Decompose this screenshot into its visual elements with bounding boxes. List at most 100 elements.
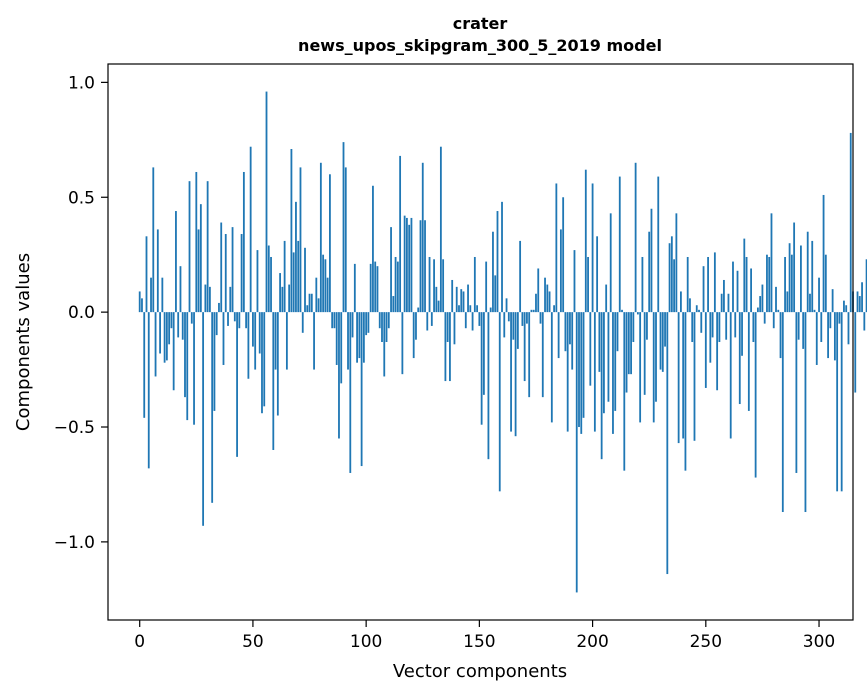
bar xyxy=(532,309,535,313)
bar xyxy=(847,312,850,345)
bar xyxy=(521,312,524,326)
bar xyxy=(433,259,435,313)
x-tick-label: 0 xyxy=(134,632,145,652)
bar xyxy=(756,307,759,313)
bar xyxy=(598,312,601,372)
bar xyxy=(720,293,723,313)
bar xyxy=(177,312,180,338)
bar xyxy=(670,236,673,313)
bar xyxy=(804,312,807,513)
bar xyxy=(596,236,599,313)
bar xyxy=(702,266,705,313)
bar xyxy=(141,298,143,313)
bar xyxy=(238,312,241,329)
bar xyxy=(367,312,370,333)
bar xyxy=(242,171,245,313)
bar xyxy=(652,312,655,423)
bar xyxy=(829,312,832,329)
bar xyxy=(199,204,202,313)
bar xyxy=(319,162,322,313)
bar xyxy=(802,312,805,349)
bar xyxy=(811,240,814,313)
bar xyxy=(501,201,503,313)
bar xyxy=(412,312,415,359)
bar xyxy=(589,312,592,386)
bar xyxy=(229,286,232,313)
bar xyxy=(845,305,848,313)
bar xyxy=(625,312,628,393)
bar xyxy=(143,312,146,418)
bar xyxy=(770,213,773,313)
bar xyxy=(729,312,732,439)
bar xyxy=(428,256,431,313)
bar xyxy=(564,312,567,352)
bar xyxy=(840,312,843,492)
bar xyxy=(145,236,148,313)
bar xyxy=(763,312,766,324)
bar xyxy=(281,286,284,313)
bar xyxy=(335,312,338,365)
bar xyxy=(664,312,666,347)
bar xyxy=(571,312,574,370)
bar xyxy=(451,279,454,313)
bar xyxy=(800,245,802,313)
bar xyxy=(695,305,698,313)
bar xyxy=(505,298,508,313)
bar xyxy=(707,256,709,313)
bar xyxy=(356,312,358,363)
bar xyxy=(507,312,510,322)
bar xyxy=(779,312,782,359)
y-tick-label: 0.0 xyxy=(68,303,95,323)
bar xyxy=(322,254,325,313)
bar xyxy=(163,312,166,363)
bar xyxy=(806,231,809,313)
bar xyxy=(704,312,707,388)
bar xyxy=(636,312,639,315)
bar xyxy=(471,312,474,331)
bar xyxy=(482,312,485,395)
bar xyxy=(215,312,218,336)
bar xyxy=(227,312,229,326)
bar xyxy=(833,312,836,361)
bar xyxy=(716,312,719,391)
bar xyxy=(677,312,680,444)
bar xyxy=(603,312,605,414)
bar xyxy=(317,298,320,313)
bar xyxy=(605,284,608,313)
bar xyxy=(249,146,252,313)
bar xyxy=(607,312,610,402)
bar xyxy=(283,240,286,313)
bar xyxy=(439,146,442,313)
bar xyxy=(761,284,764,313)
bar xyxy=(301,312,304,333)
bar xyxy=(539,312,542,324)
bar xyxy=(218,302,220,313)
bar xyxy=(224,234,227,313)
bar xyxy=(600,312,603,460)
bar xyxy=(310,293,313,313)
bar xyxy=(396,261,399,313)
bar xyxy=(738,312,741,405)
bar xyxy=(818,277,820,313)
bar xyxy=(741,312,743,356)
bar xyxy=(526,312,528,324)
bar xyxy=(449,312,451,382)
bar xyxy=(279,273,281,313)
bar xyxy=(747,312,750,411)
bar xyxy=(236,312,238,457)
bar xyxy=(446,312,449,342)
bar xyxy=(460,289,463,313)
bar xyxy=(593,312,596,432)
bar xyxy=(206,181,209,313)
bar xyxy=(784,256,786,313)
bar xyxy=(528,312,531,398)
bar xyxy=(723,279,725,313)
bars-group xyxy=(138,91,867,593)
bar xyxy=(494,275,497,313)
bar xyxy=(675,213,678,313)
bar xyxy=(790,254,793,313)
y-tick-label: −1.0 xyxy=(54,533,95,553)
bar xyxy=(843,300,845,313)
bar xyxy=(358,312,361,359)
bar xyxy=(313,312,315,370)
